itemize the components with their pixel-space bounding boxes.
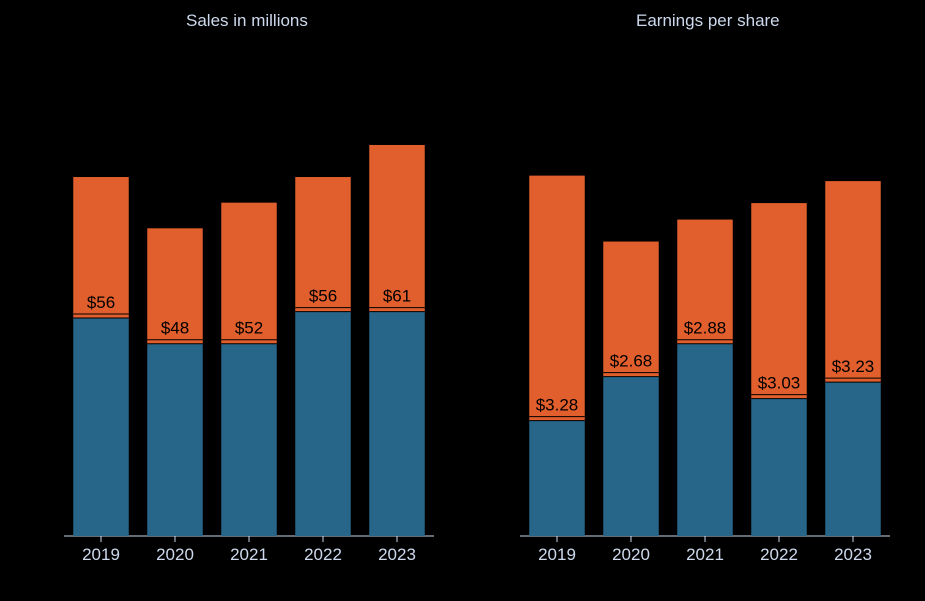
x-axis-label: 2022 [760,545,798,564]
bar-value-label: $48 [161,319,189,338]
x-axis-label: 2019 [538,545,576,564]
x-axis-label: 2022 [304,545,342,564]
bar-segment [73,318,129,536]
bar-segment [603,377,659,536]
bar-value-label: $2.88 [684,319,727,338]
x-axis-label: 2020 [612,545,650,564]
bar-value-label: $56 [87,293,115,312]
bar-segment [295,312,351,536]
chart-stage: Sales in millions $56 2019 $48 2020 $52 2021 $5… [0,0,925,601]
bar-segment [529,176,585,421]
x-axis-label: 2020 [156,545,194,564]
bar-value-label: $52 [235,319,263,338]
bar-value-label: $61 [383,287,411,306]
x-axis-label: 2023 [378,545,416,564]
bar-value-label: $3.03 [758,374,801,393]
bar-segment [147,344,203,536]
bar-segment [677,344,733,536]
x-axis-label: 2019 [82,545,120,564]
bar-segment [529,421,585,536]
bar-segment [825,181,881,382]
bar-value-label: $56 [309,287,337,306]
bar-value-label: $3.23 [832,357,875,376]
bar-segment [751,399,807,536]
chart-title: Earnings per share [636,11,780,30]
chart-svg: Sales in millions $56 2019 $48 2020 $52 2021 $5… [0,0,925,601]
x-axis-label: 2021 [686,545,724,564]
bar-segment [369,312,425,536]
bar-value-label: $2.68 [610,352,653,371]
chart-title: Sales in millions [186,11,308,30]
bar-value-label: $3.28 [536,396,579,415]
x-axis-label: 2023 [834,545,872,564]
bar-segment [825,382,881,536]
x-axis-label: 2021 [230,545,268,564]
bar-segment [221,344,277,536]
bar-segment [751,203,807,399]
